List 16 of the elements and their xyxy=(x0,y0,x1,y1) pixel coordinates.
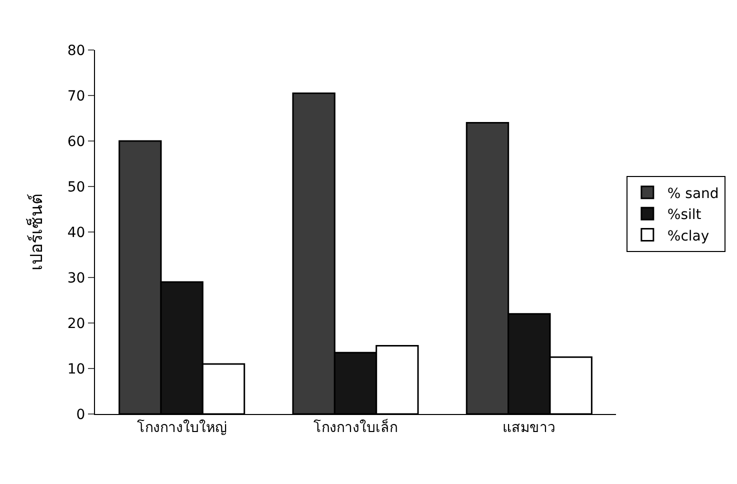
y-tick-label: 80 xyxy=(67,42,86,59)
x-tick-label: โกงกางใบเล็ก xyxy=(314,418,398,436)
y-tick-label: 0 xyxy=(76,406,86,423)
x-tick-label: โกงกางใบใหญ่ xyxy=(136,418,227,436)
y-axis-title: เปอร์เซ็นต์ xyxy=(24,194,47,270)
legend-label: %clay xyxy=(667,228,710,244)
legend-label: %silt xyxy=(667,207,702,224)
y-tick-label: 40 xyxy=(67,224,86,241)
y-tick-label: 10 xyxy=(67,361,86,378)
y-tick-label: 60 xyxy=(67,134,86,150)
y-tick-label: 20 xyxy=(67,316,86,332)
y-tick-label: 70 xyxy=(67,88,86,104)
y-tick-label: 30 xyxy=(67,270,86,286)
x-tick-label: แสมขาว xyxy=(502,420,556,436)
y-tick-label: 50 xyxy=(67,179,86,196)
legend-label: % sand xyxy=(667,186,719,202)
